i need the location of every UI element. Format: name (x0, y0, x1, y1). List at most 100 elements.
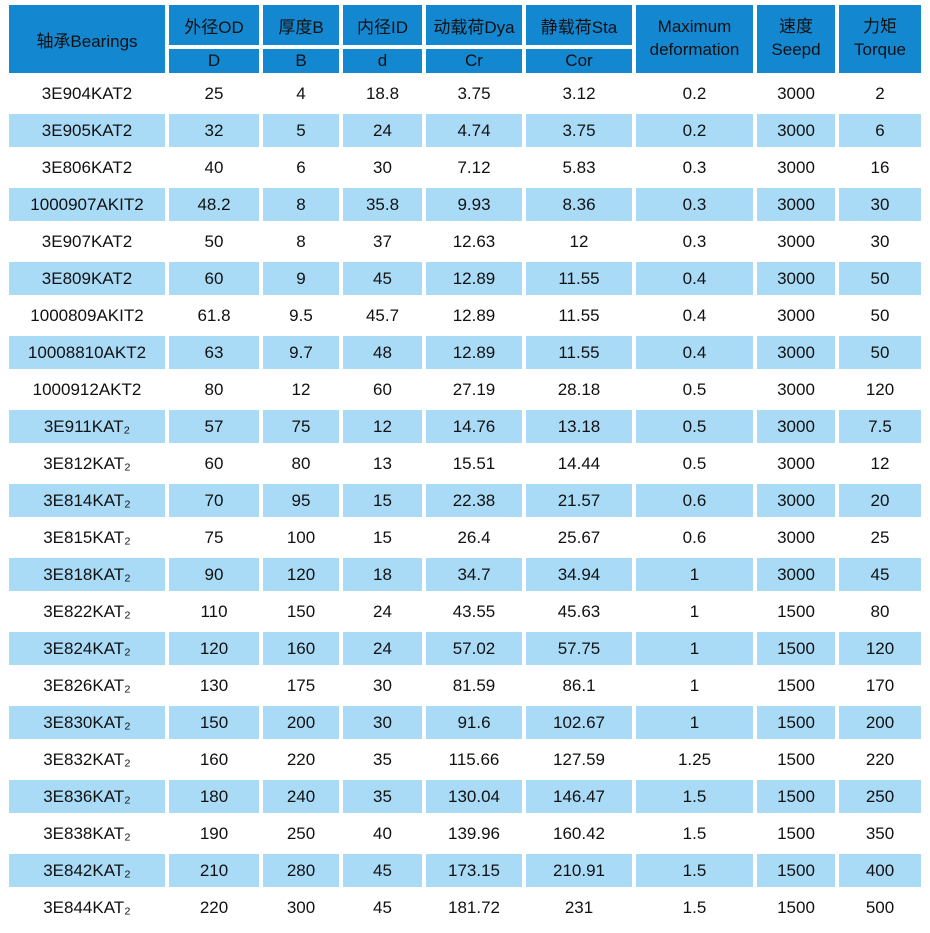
value-cell: 3000 (757, 77, 835, 110)
value-cell: 11.55 (526, 299, 632, 332)
value-cell: 1 (636, 669, 753, 702)
value-cell: 15 (343, 484, 422, 517)
table-row: 3E806KAT2 40 6 30 7.12 5.83 0.3 3000 16 (9, 151, 921, 184)
value-cell: 35 (343, 743, 422, 776)
bearing-model-cell: 3E838KAT₂ (9, 817, 165, 850)
value-cell: 1.5 (636, 854, 753, 887)
value-cell: 1.5 (636, 891, 753, 924)
value-cell: 9.7 (263, 336, 339, 369)
col-subheader-D: D (169, 49, 259, 73)
value-cell: 35.8 (343, 188, 422, 221)
value-cell: 250 (263, 817, 339, 850)
table-row: 3E814KAT₂ 70 95 15 22.38 21.57 0.6 3000 20 (9, 484, 921, 517)
value-cell: 102.67 (526, 706, 632, 739)
value-cell: 91.6 (426, 706, 522, 739)
value-cell: 3000 (757, 558, 835, 591)
value-cell: 24 (343, 114, 422, 147)
value-cell: 40 (343, 817, 422, 850)
torque-label-zh: 力矩 (863, 17, 897, 37)
value-cell: 12.89 (426, 299, 522, 332)
value-cell: 3.75 (526, 114, 632, 147)
value-cell: 250 (839, 780, 921, 813)
bearing-model-cell: 3E826KAT₂ (9, 669, 165, 702)
value-cell: 37 (343, 225, 422, 258)
value-cell: 45.63 (526, 595, 632, 628)
bearing-model-cell: 3E905KAT2 (9, 114, 165, 147)
value-cell: 1.25 (636, 743, 753, 776)
value-cell: 130.04 (426, 780, 522, 813)
value-cell: 8.36 (526, 188, 632, 221)
value-cell: 0.5 (636, 373, 753, 406)
value-cell: 11.55 (526, 336, 632, 369)
table-body: 3E904KAT2 25 4 18.8 3.75 3.12 0.2 3000 2 3E905KAT… (9, 77, 921, 924)
table-row: 3E904KAT2 25 4 18.8 3.75 3.12 0.2 3000 2 (9, 77, 921, 110)
value-cell: 1500 (757, 632, 835, 665)
value-cell: 75 (263, 410, 339, 443)
bearing-model-cell: 3E904KAT2 (9, 77, 165, 110)
bearing-model-cell: 3E814KAT₂ (9, 484, 165, 517)
value-cell: 139.96 (426, 817, 522, 850)
header-row-sub: D B d Cr Cor (9, 49, 921, 73)
value-cell: 15 (343, 521, 422, 554)
value-cell: 130 (169, 669, 259, 702)
value-cell: 4 (263, 77, 339, 110)
value-cell: 45.7 (343, 299, 422, 332)
col-header-bearings: 轴承Bearings (9, 5, 165, 73)
value-cell: 27.19 (426, 373, 522, 406)
value-cell: 80 (839, 595, 921, 628)
speed-label-zh: 速度 (779, 17, 813, 37)
table-row: 3E905KAT2 32 5 24 4.74 3.75 0.2 3000 6 (9, 114, 921, 147)
bearing-model-cell: 3E844KAT₂ (9, 891, 165, 924)
value-cell: 45 (839, 558, 921, 591)
value-cell: 3000 (757, 299, 835, 332)
value-cell: 90 (169, 558, 259, 591)
value-cell: 115.66 (426, 743, 522, 776)
value-cell: 30 (839, 225, 921, 258)
value-cell: 60 (169, 262, 259, 295)
value-cell: 86.1 (526, 669, 632, 702)
value-cell: 1500 (757, 706, 835, 739)
value-cell: 12 (526, 225, 632, 258)
value-cell: 40 (169, 151, 259, 184)
value-cell: 34.7 (426, 558, 522, 591)
table-row: 3E830KAT₂ 150 200 30 91.6 102.67 1 1500 200 (9, 706, 921, 739)
value-cell: 173.15 (426, 854, 522, 887)
value-cell: 3.12 (526, 77, 632, 110)
bearing-model-cell: 3E911KAT₂ (9, 410, 165, 443)
value-cell: 45 (343, 262, 422, 295)
value-cell: 18.8 (343, 77, 422, 110)
value-cell: 48.2 (169, 188, 259, 221)
value-cell: 50 (839, 262, 921, 295)
value-cell: 3000 (757, 151, 835, 184)
col-header-inner-diameter: 内径ID (343, 5, 422, 45)
value-cell: 3000 (757, 484, 835, 517)
value-cell: 2 (839, 77, 921, 110)
table-row: 1000907AKIT2 48.2 8 35.8 9.93 8.36 0.3 3000 30 (9, 188, 921, 221)
value-cell: 220 (839, 743, 921, 776)
value-cell: 95 (263, 484, 339, 517)
max-deformation-line2: deformation (649, 40, 740, 59)
col-header-static-load: 静载荷Sta (526, 5, 632, 45)
col-header-speed: 速度 Seepd (757, 5, 835, 73)
value-cell: 13.18 (526, 410, 632, 443)
value-cell: 16 (839, 151, 921, 184)
value-cell: 45 (343, 854, 422, 887)
value-cell: 18 (343, 558, 422, 591)
value-cell: 170 (839, 669, 921, 702)
table-row: 3E907KAT2 50 8 37 12.63 12 0.3 3000 30 (9, 225, 921, 258)
value-cell: 3.75 (426, 77, 522, 110)
value-cell: 1500 (757, 595, 835, 628)
value-cell: 3000 (757, 262, 835, 295)
value-cell: 8 (263, 188, 339, 221)
value-cell: 3000 (757, 521, 835, 554)
value-cell: 1500 (757, 669, 835, 702)
value-cell: 57 (169, 410, 259, 443)
bearing-spec-table: 轴承Bearings 外径OD 厚度B 内径ID 动载荷Dya 静载荷Sta M… (5, 1, 925, 928)
value-cell: 3000 (757, 225, 835, 258)
value-cell: 12.63 (426, 225, 522, 258)
table-row: 3E842KAT₂ 210 280 45 173.15 210.91 1.5 1500 400 (9, 854, 921, 887)
value-cell: 160.42 (526, 817, 632, 850)
value-cell: 3000 (757, 373, 835, 406)
value-cell: 6 (263, 151, 339, 184)
value-cell: 120 (839, 373, 921, 406)
